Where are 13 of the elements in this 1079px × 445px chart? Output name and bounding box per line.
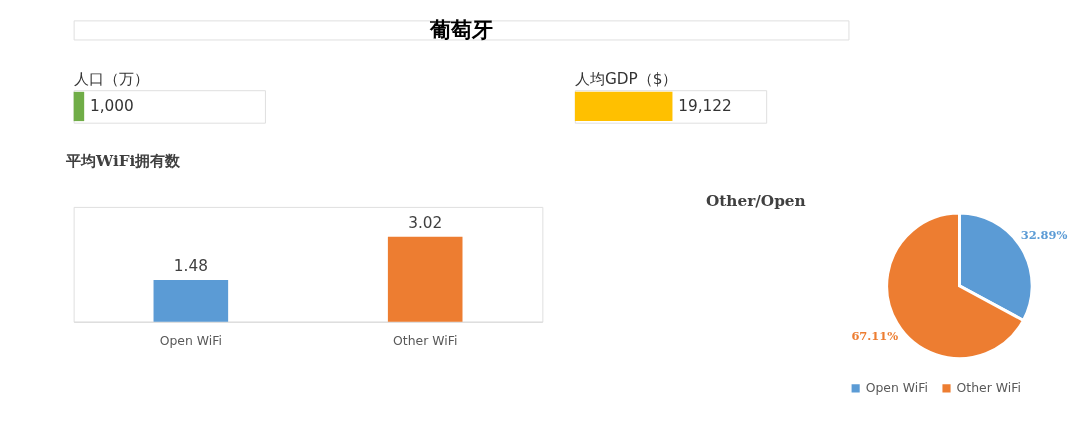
- y-tick-label: 人均GDP（$）: [574, 69, 678, 88]
- text: 葡萄牙: [428, 16, 493, 42]
- data-label: 19,122: [678, 97, 732, 116]
- y-tick-label: 人口（万）: [73, 69, 149, 88]
- chart-title: 平均WiFi拥有数: [65, 151, 182, 170]
- data-label: 1,000: [89, 97, 134, 116]
- data-label: 32.89%: [1020, 228, 1068, 243]
- data-label: 3.02: [408, 214, 443, 233]
- data-label: 67.11%: [851, 329, 899, 344]
- chart-title: Other/Open: [705, 191, 806, 210]
- legend-label: Open WiFi: [865, 380, 928, 396]
- data-label: 1.48: [173, 257, 208, 276]
- legend-label: Other WiFi: [956, 380, 1021, 396]
